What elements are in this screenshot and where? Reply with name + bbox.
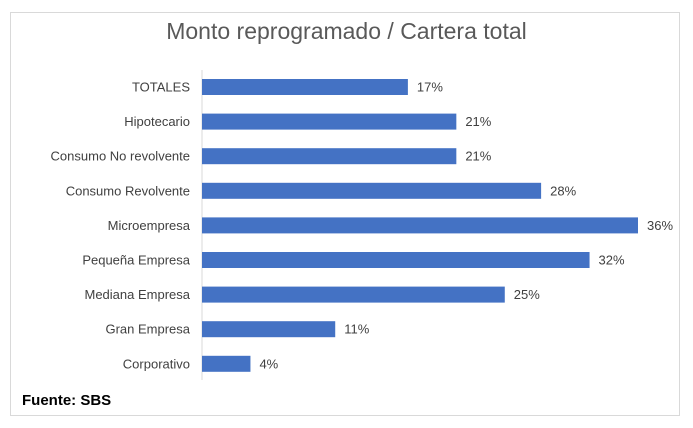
bar <box>202 217 638 234</box>
data-label: 21% <box>465 114 491 129</box>
category-label: Consumo Revolvente <box>66 183 190 198</box>
category-label: Gran Empresa <box>105 322 190 337</box>
category-label: Hipotecario <box>124 114 190 129</box>
data-label: 4% <box>259 356 278 371</box>
bar <box>202 286 505 303</box>
category-label: TOTALES <box>132 80 190 95</box>
category-label: Pequeña Empresa <box>82 253 190 268</box>
bar <box>202 182 542 199</box>
bar <box>202 321 336 338</box>
bar <box>202 79 408 95</box>
bar <box>202 355 251 372</box>
category-label: Mediana Empresa <box>85 287 191 302</box>
data-label: 11% <box>344 322 369 337</box>
category-label: Corporativo <box>123 356 190 371</box>
source-note: Fuente: SBS <box>22 392 112 409</box>
category-label: Consumo No revolvente <box>51 149 190 164</box>
data-label: 17% <box>417 80 443 95</box>
chart-title: Monto reprogramado / Cartera total <box>166 18 527 44</box>
data-label: 25% <box>514 287 540 302</box>
data-label: 21% <box>465 149 491 164</box>
category-label: Microempresa <box>108 218 191 233</box>
data-label: 28% <box>550 183 576 198</box>
data-label: 32% <box>599 253 625 268</box>
data-label: 36% <box>647 218 673 233</box>
bar <box>202 113 457 130</box>
bar <box>202 148 457 165</box>
bar <box>202 252 590 268</box>
